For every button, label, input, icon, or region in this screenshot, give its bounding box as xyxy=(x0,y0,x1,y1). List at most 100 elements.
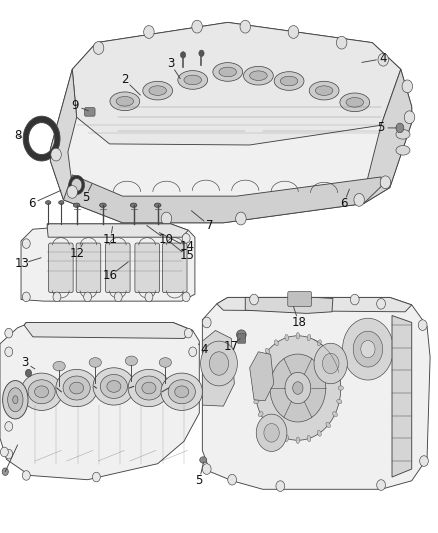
Ellipse shape xyxy=(307,435,311,442)
Text: 3: 3 xyxy=(167,58,174,70)
Polygon shape xyxy=(24,322,193,338)
Text: 6: 6 xyxy=(340,197,348,210)
Ellipse shape xyxy=(149,86,166,95)
Ellipse shape xyxy=(274,430,279,436)
Ellipse shape xyxy=(346,98,364,107)
Ellipse shape xyxy=(143,82,173,100)
Polygon shape xyxy=(50,22,412,223)
Ellipse shape xyxy=(337,372,342,377)
Text: 6: 6 xyxy=(28,197,35,210)
Ellipse shape xyxy=(326,422,330,427)
Ellipse shape xyxy=(159,358,172,367)
Circle shape xyxy=(228,474,237,485)
Circle shape xyxy=(53,292,61,302)
FancyBboxPatch shape xyxy=(288,292,311,306)
Polygon shape xyxy=(47,224,188,237)
Ellipse shape xyxy=(21,373,62,410)
Ellipse shape xyxy=(161,373,202,410)
Circle shape xyxy=(192,20,202,33)
Circle shape xyxy=(236,212,246,225)
Circle shape xyxy=(322,353,339,374)
Text: 5: 5 xyxy=(82,191,89,204)
Polygon shape xyxy=(250,352,274,401)
Ellipse shape xyxy=(73,203,80,207)
Ellipse shape xyxy=(317,430,321,436)
Circle shape xyxy=(380,176,391,189)
Circle shape xyxy=(285,373,311,403)
Ellipse shape xyxy=(254,372,259,377)
Ellipse shape xyxy=(280,76,298,86)
Circle shape xyxy=(22,292,30,302)
Circle shape xyxy=(250,294,258,305)
Circle shape xyxy=(314,343,347,384)
Ellipse shape xyxy=(332,359,337,365)
Ellipse shape xyxy=(116,96,134,106)
Circle shape xyxy=(420,456,428,466)
Ellipse shape xyxy=(285,435,289,442)
Text: 4: 4 xyxy=(201,343,208,356)
Circle shape xyxy=(404,111,415,124)
Polygon shape xyxy=(202,330,234,406)
Ellipse shape xyxy=(107,381,121,392)
Circle shape xyxy=(354,193,364,206)
Ellipse shape xyxy=(8,388,23,411)
Text: 12: 12 xyxy=(70,247,85,260)
Circle shape xyxy=(396,123,404,133)
Ellipse shape xyxy=(213,63,243,81)
Circle shape xyxy=(2,468,8,475)
Ellipse shape xyxy=(274,340,279,346)
Text: 4: 4 xyxy=(379,52,387,65)
FancyBboxPatch shape xyxy=(49,243,73,293)
Circle shape xyxy=(202,464,211,474)
Ellipse shape xyxy=(337,399,342,404)
Circle shape xyxy=(264,423,279,442)
Ellipse shape xyxy=(89,358,102,367)
Ellipse shape xyxy=(296,333,300,339)
Circle shape xyxy=(182,292,190,302)
Circle shape xyxy=(22,471,30,480)
Ellipse shape xyxy=(317,340,321,346)
Circle shape xyxy=(92,472,100,482)
Polygon shape xyxy=(217,297,412,312)
Circle shape xyxy=(378,53,389,66)
Ellipse shape xyxy=(332,411,337,417)
Circle shape xyxy=(5,328,13,338)
Text: 11: 11 xyxy=(103,233,118,246)
Ellipse shape xyxy=(396,130,410,139)
Polygon shape xyxy=(21,224,195,301)
Circle shape xyxy=(361,341,375,358)
Text: 17: 17 xyxy=(223,340,238,353)
Text: 18: 18 xyxy=(291,316,306,329)
Text: 2: 2 xyxy=(121,74,129,86)
Ellipse shape xyxy=(99,203,106,207)
FancyBboxPatch shape xyxy=(106,243,130,293)
Ellipse shape xyxy=(70,382,84,394)
Text: 3: 3 xyxy=(21,356,28,369)
Ellipse shape xyxy=(200,457,207,463)
Ellipse shape xyxy=(100,374,127,399)
Circle shape xyxy=(93,42,104,54)
Ellipse shape xyxy=(178,70,208,89)
Text: 9: 9 xyxy=(71,99,79,112)
Ellipse shape xyxy=(315,86,333,95)
FancyBboxPatch shape xyxy=(237,334,246,343)
FancyBboxPatch shape xyxy=(85,108,95,116)
Ellipse shape xyxy=(244,67,273,85)
Ellipse shape xyxy=(46,201,51,205)
Circle shape xyxy=(51,148,61,161)
FancyBboxPatch shape xyxy=(162,243,187,293)
Circle shape xyxy=(343,318,393,380)
Circle shape xyxy=(201,341,237,386)
Text: 7: 7 xyxy=(205,219,213,232)
Circle shape xyxy=(144,26,154,38)
Circle shape xyxy=(145,292,153,302)
FancyBboxPatch shape xyxy=(135,243,159,293)
Polygon shape xyxy=(72,22,401,145)
Text: 16: 16 xyxy=(103,269,118,282)
Ellipse shape xyxy=(258,411,263,417)
Ellipse shape xyxy=(307,334,311,341)
Ellipse shape xyxy=(265,422,270,427)
Circle shape xyxy=(240,20,251,33)
Circle shape xyxy=(270,354,326,422)
Ellipse shape xyxy=(53,361,65,371)
